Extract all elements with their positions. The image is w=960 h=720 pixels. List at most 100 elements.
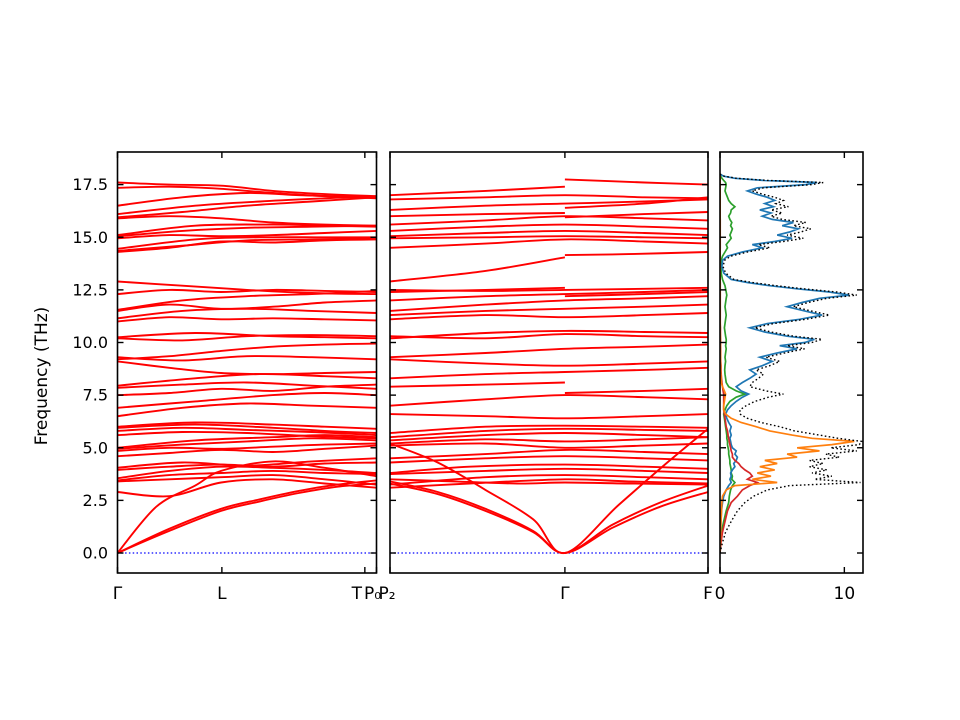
phonon-band — [117, 224, 377, 238]
dos-curve-projected-dos-blue — [720, 173, 850, 554]
phonon-band — [117, 307, 377, 320]
phonon-band — [390, 478, 708, 486]
phonon-band — [390, 436, 708, 445]
phonon-band — [390, 432, 708, 442]
phonon-band — [117, 237, 377, 252]
phonon-band — [117, 392, 377, 409]
phonon-band — [390, 427, 708, 439]
x-tick-label: P₀ — [364, 584, 381, 604]
phonon-band — [117, 437, 377, 450]
axes-frame — [719, 151, 864, 574]
x-tick-label: T — [351, 584, 363, 604]
y-tick-label: 0.0 — [83, 544, 108, 563]
phonon-band — [390, 467, 708, 476]
x-tick-label: 10 — [834, 584, 856, 604]
phonon-band — [390, 333, 708, 340]
phonon-band — [390, 448, 708, 460]
y-tick-label: 10.0 — [72, 333, 108, 352]
phonon-band — [390, 223, 708, 232]
phonon-band — [390, 442, 708, 449]
phonon-band — [117, 229, 377, 240]
phonon-band — [390, 329, 708, 340]
dos-curve-total-dos — [720, 173, 863, 554]
phonon-band — [390, 366, 708, 380]
phonon-band — [390, 413, 708, 420]
y-tick-label: 5.0 — [83, 438, 108, 457]
phonon-band — [390, 256, 566, 283]
x-tick-label: P₂ — [378, 584, 395, 604]
phonon-band — [390, 185, 565, 197]
phonon-band — [117, 181, 377, 198]
x-tick-label: Γ — [560, 584, 570, 604]
phonon-band — [390, 238, 708, 249]
dos-curve-projected-dos-green — [720, 173, 748, 554]
phonon-band — [390, 428, 708, 554]
x-tick-label: 0 — [715, 584, 726, 604]
phonon-band — [390, 381, 565, 388]
y-tick-label: 17.5 — [72, 175, 108, 194]
phonon-band — [117, 426, 377, 437]
phonon-band — [117, 299, 377, 312]
axes-frame — [389, 151, 709, 574]
phonon-band — [564, 196, 708, 209]
phonon-band — [564, 178, 708, 186]
phonon-band — [117, 316, 377, 323]
phonon-band — [117, 465, 377, 480]
phonon-band — [390, 480, 708, 554]
phonon-band — [564, 387, 708, 394]
phonon-band — [390, 288, 708, 302]
y-tick-label: 7.5 — [83, 386, 108, 405]
panel-bands-right: P₂ Γ F — [378, 151, 713, 604]
phonon-band — [117, 360, 377, 376]
phonon-band — [390, 343, 708, 359]
phonon-band — [117, 185, 377, 200]
x-tick-label: F — [703, 584, 713, 604]
phonon-band — [117, 423, 377, 434]
panel-bands-left: Γ L T P₀ — [113, 151, 381, 604]
phonon-band — [117, 381, 377, 390]
phonon-band — [117, 196, 377, 219]
phonon-band — [564, 291, 708, 298]
y-tick-label: 15.0 — [72, 228, 108, 247]
phonon-band — [390, 229, 708, 238]
phonon-band — [117, 457, 377, 469]
phonon-band — [390, 235, 708, 240]
phonon-band — [117, 288, 377, 296]
phonon-band — [390, 312, 708, 321]
phonon-band — [564, 211, 708, 219]
y-tick-label: 12.5 — [72, 280, 108, 299]
phonon-band — [390, 463, 708, 474]
phonon-band — [117, 460, 377, 554]
axes-frame — [116, 151, 378, 574]
phonon-band — [390, 424, 708, 434]
phonon-band — [117, 236, 377, 250]
phonon-band — [117, 479, 377, 554]
phonon-band — [390, 286, 565, 293]
phonon-band — [390, 194, 708, 201]
phonon-band — [117, 215, 377, 227]
phonon-band — [117, 469, 377, 482]
phonon-band — [117, 421, 377, 430]
dos-curve-projected-dos-orange — [720, 174, 855, 554]
phonon-band — [117, 342, 377, 361]
phonon-band — [390, 474, 708, 486]
phonon-band — [117, 478, 377, 498]
phonon-band — [117, 334, 377, 342]
phonon-band — [117, 238, 377, 253]
phonon-band — [117, 430, 377, 440]
phonon-band — [117, 474, 377, 486]
phonon-band — [117, 442, 377, 452]
phonon-band — [390, 198, 708, 211]
panel-dos: 0 10 — [715, 151, 864, 604]
phonon-band — [390, 215, 708, 226]
phonon-band — [390, 394, 708, 407]
phonon-band — [117, 280, 377, 296]
phonon-band — [117, 332, 377, 340]
y-axis-label: Frequency (THz) — [32, 306, 52, 446]
phonon-band — [390, 303, 708, 317]
phonon-band — [564, 251, 708, 257]
phonon-band — [390, 358, 708, 367]
x-tick-label: L — [217, 584, 227, 604]
